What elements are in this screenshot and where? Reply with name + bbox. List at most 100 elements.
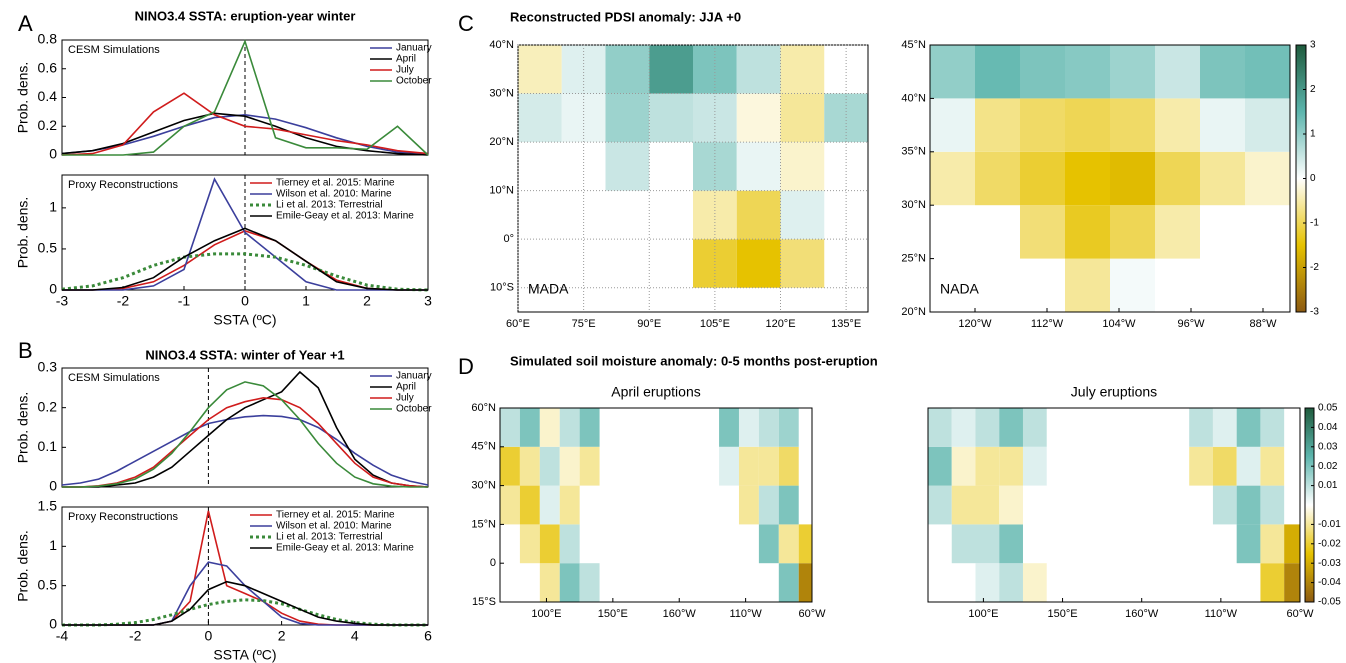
y-tick-label: 0.4 xyxy=(38,88,58,104)
series-line xyxy=(62,381,428,488)
cell xyxy=(738,408,759,447)
x-tick-label: 120°W xyxy=(958,318,992,330)
cell xyxy=(975,563,1000,602)
cell xyxy=(975,524,1000,564)
cell xyxy=(1212,446,1237,486)
legend-label: Wilson et al. 2010: Marine xyxy=(276,521,392,532)
colorbar xyxy=(1304,407,1315,603)
panel-letter: A xyxy=(18,11,33,36)
y-axis-label: Prob. dens. xyxy=(15,197,31,269)
series-line xyxy=(62,227,428,291)
cell xyxy=(928,408,952,447)
cell xyxy=(999,446,1023,486)
series-line xyxy=(61,92,429,156)
panel-title: Simulated soil moisture anomaly: 0-5 mon… xyxy=(510,353,878,368)
y-tick-label: 60°N xyxy=(471,402,496,414)
y-tick-label: 0.5 xyxy=(38,576,58,592)
y-tick-label: 0 xyxy=(490,557,496,569)
y-tick-label: 30°N xyxy=(471,480,496,492)
cell xyxy=(999,524,1023,564)
cell xyxy=(1212,408,1237,447)
cell xyxy=(1065,258,1110,312)
series-line xyxy=(62,177,428,291)
y-tick-label: 0.1 xyxy=(38,438,58,454)
cell xyxy=(1065,45,1110,99)
colorbar-label: 0.04 xyxy=(1318,422,1338,433)
cell xyxy=(1065,205,1110,259)
cell xyxy=(500,446,520,486)
x-tick-label: 0 xyxy=(241,293,249,309)
y-tick-label: 0.5 xyxy=(38,240,58,256)
y-tick-label: 1.5 xyxy=(38,498,58,514)
series-line xyxy=(62,598,428,627)
cell xyxy=(559,408,580,447)
cell xyxy=(975,98,1020,152)
y-tick-label: 0 xyxy=(49,478,57,494)
cell xyxy=(1245,98,1290,152)
cell xyxy=(999,485,1023,525)
x-tick-label: 6 xyxy=(424,628,432,644)
y-tick-label: 0° xyxy=(503,233,514,245)
y-tick-label: 40°N xyxy=(489,39,514,51)
plot-frame xyxy=(927,407,1301,603)
y-tick-label: 0.8 xyxy=(38,31,58,47)
cell xyxy=(758,408,779,447)
x-axis-label: SSTA (ºC) xyxy=(213,647,276,663)
legend-label: Wilson et al. 2010: Marine xyxy=(276,189,392,200)
y-tick-label: 10°N xyxy=(489,185,514,197)
y-tick-label: 45°N xyxy=(471,441,496,453)
x-tick-label: 88°W xyxy=(1249,318,1277,330)
cell xyxy=(1022,446,1047,486)
series-line xyxy=(61,414,429,486)
legend-label: Emile-Geay et al. 2013: Marine xyxy=(276,543,414,554)
cell xyxy=(1260,563,1285,602)
cell xyxy=(758,524,779,564)
x-tick-label: 110°W xyxy=(1205,608,1238,620)
cell xyxy=(1200,98,1245,152)
panel-title: NINO3.4 SSTA: winter of Year +1 xyxy=(145,347,344,362)
cell xyxy=(1260,524,1285,564)
cell xyxy=(539,446,560,486)
panel-subtitle: July eruptions xyxy=(1071,384,1157,400)
cell xyxy=(778,524,799,564)
cell xyxy=(780,45,825,94)
cell xyxy=(778,485,799,525)
x-tick-label: 105°E xyxy=(700,318,730,330)
colorbar-label: 0.02 xyxy=(1318,461,1338,472)
cell xyxy=(1155,98,1200,152)
cell xyxy=(951,446,976,486)
cell xyxy=(738,485,759,525)
cell xyxy=(930,151,975,206)
x-tick-label: 120°E xyxy=(765,318,795,330)
cell xyxy=(1110,45,1155,99)
y-tick-label: 30°N xyxy=(901,199,926,211)
cell xyxy=(780,93,825,143)
colorbar-label: -0.02 xyxy=(1318,538,1341,549)
legend-label: October xyxy=(396,404,432,415)
cell xyxy=(951,524,976,564)
colorbar-label: -1 xyxy=(1310,218,1319,229)
legend-label: July xyxy=(396,393,414,404)
x-tick-label: 100°E xyxy=(968,608,998,620)
cell xyxy=(579,408,600,447)
colorbar-label: 3 xyxy=(1310,40,1316,51)
y-tick-label: 15°S xyxy=(472,596,496,608)
cell xyxy=(778,446,799,486)
cell xyxy=(559,524,580,564)
cell xyxy=(778,563,799,602)
cell xyxy=(1155,205,1200,259)
y-tick-label: 20°N xyxy=(489,136,514,148)
cell xyxy=(1110,98,1155,152)
colorbar-label: 0 xyxy=(1310,173,1316,184)
x-tick-label: -3 xyxy=(56,293,69,309)
plot-frame xyxy=(61,506,429,626)
y-axis-label: Prob. dens. xyxy=(15,392,31,464)
y-tick-label: 0 xyxy=(49,616,57,632)
y-tick-label: 10°S xyxy=(490,282,514,294)
plot-frame xyxy=(61,367,429,488)
cell xyxy=(1200,151,1245,206)
y-tick-label: 0 xyxy=(49,281,57,297)
cell xyxy=(1110,258,1155,312)
cell xyxy=(1260,408,1285,447)
legend-label: January xyxy=(396,371,432,382)
